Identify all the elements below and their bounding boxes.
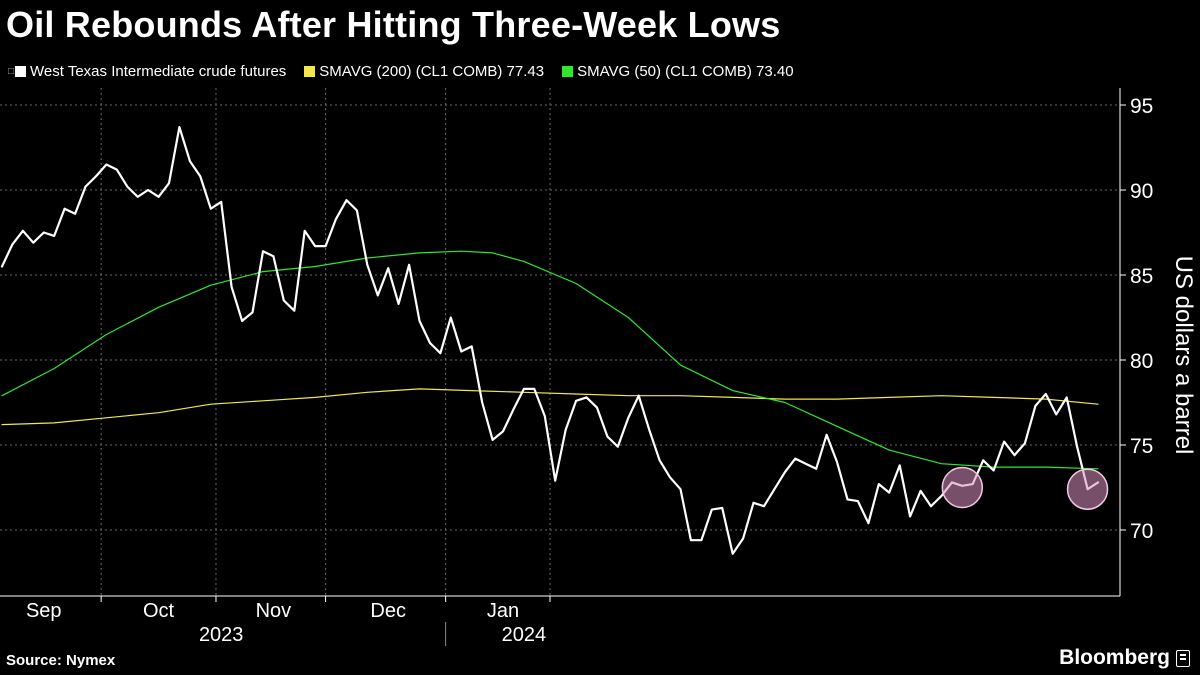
series-line-wti (0, 125, 1100, 555)
x-month-label: Dec (370, 600, 406, 622)
legend-swatch-sma200 (304, 65, 316, 77)
legend-item-sma200: SMAVG (200) (CL1 COMB) 77.43 (304, 63, 544, 80)
series-line-sma50 (1, 250, 1099, 470)
legend-item-sma50: SMAVG (50) (CL1 COMB) 73.40 (562, 62, 794, 80)
y-axis-title: US dollars a barrel (1170, 256, 1197, 455)
bloomberg-logo-icon (1176, 649, 1190, 667)
x-year-label: 2024 (502, 624, 547, 646)
y-tick-label: 90 (1130, 180, 1153, 203)
legend-swatch-wti (15, 65, 27, 77)
legend-item-wti: □ West Texas Intermediate crude futures (8, 63, 286, 80)
legend-label-sma50: SMAVG (50) (CL1 COMB) 73.40 (577, 62, 794, 80)
brand-name: Bloomberg (1059, 646, 1170, 669)
highlight-marker (1066, 468, 1109, 510)
x-year-label: 2023 (199, 624, 244, 646)
y-tick-label: 85 (1130, 265, 1153, 288)
legend: □ West Texas Intermediate crude futures … (8, 60, 812, 82)
y-tick-label: 80 (1130, 350, 1153, 373)
series-line-sma200 (1, 388, 1099, 426)
x-month-label: Oct (143, 600, 175, 622)
x-month-label: Sep (26, 600, 62, 622)
x-month-label: Nov (256, 600, 292, 622)
source-note: Source: Nymex (6, 652, 116, 669)
brand: Bloomberg (1059, 646, 1190, 670)
y-tick-label: 95 (1130, 95, 1153, 118)
chart-title: Oil Rebounds After Hitting Three-Week Lo… (6, 4, 781, 45)
y-tick-label: 70 (1130, 520, 1153, 543)
legend-swatch-sma50 (562, 65, 574, 77)
legend-label-wti: West Texas Intermediate crude futures (30, 62, 287, 80)
x-month-label: Jan (487, 600, 519, 622)
legend-label-sma200: SMAVG (200) (CL1 COMB) 77.43 (319, 62, 545, 80)
y-tick-label: 75 (1130, 435, 1153, 458)
highlight-marker (941, 466, 984, 509)
line-glyph-icon: □ (8, 65, 15, 77)
